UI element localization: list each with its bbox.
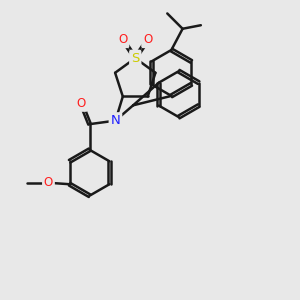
Text: S: S [131,52,140,64]
Text: N: N [111,114,120,127]
Text: O: O [143,33,152,46]
Text: O: O [44,176,53,189]
Text: O: O [77,97,86,110]
Text: O: O [118,33,128,46]
